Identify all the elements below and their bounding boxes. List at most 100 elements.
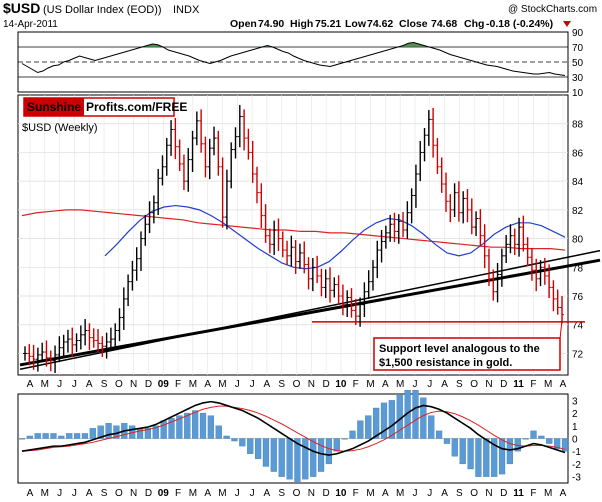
macd-histogram-bar	[34, 433, 41, 439]
macd-tick-label: -3	[572, 473, 581, 484]
macd-histogram-bar	[357, 420, 364, 439]
macd-histogram-bar	[294, 438, 301, 482]
macd-histogram-bar	[388, 400, 395, 439]
macd-histogram-bar	[18, 438, 26, 440]
annotation-line1: Support level analogous to the	[379, 343, 540, 355]
open-label: Open	[230, 18, 257, 30]
macd-tick-label: 1	[572, 422, 578, 433]
macd-histogram-bar	[412, 390, 419, 439]
price-ticks: 88 86 84 82 80 78 76 74 72	[572, 120, 584, 361]
macd-histogram-bar	[73, 433, 81, 439]
macd-histogram-bar	[404, 390, 411, 439]
price-tick-label: 88	[572, 120, 584, 131]
x-axis-label: S	[278, 379, 285, 390]
macd-histogram-bar	[207, 415, 214, 439]
down-arrow-icon	[563, 21, 571, 27]
price-tick-label: 86	[572, 148, 584, 159]
ma-long-red	[21, 209, 566, 251]
x-axis-label: 11	[513, 488, 524, 499]
macd-histogram-bar	[184, 412, 191, 439]
chart-symbol: $USD	[3, 0, 40, 16]
x-axis-label: A	[441, 379, 448, 390]
x-axis-label: O	[115, 379, 123, 390]
x-axis-label: D	[500, 488, 507, 499]
x-axis-label: J	[427, 379, 432, 390]
x-axis-label: N	[308, 379, 315, 390]
macd-histogram-bar	[341, 438, 348, 440]
x-axis-label: M	[218, 488, 226, 499]
trendline-thick	[19, 258, 601, 367]
x-axis-label: N	[130, 488, 137, 499]
macd-histogram-bar	[475, 438, 482, 477]
rsi-tick-label: 90	[572, 28, 584, 39]
x-axis-label: A	[382, 488, 389, 499]
macd-histogram-bar	[420, 397, 427, 439]
x-axis-label: N	[130, 379, 137, 390]
macd-histogram-bar	[254, 438, 262, 459]
x-axis-label: S	[101, 379, 108, 390]
macd-histogram-bar	[451, 438, 458, 457]
x-axis-label: A	[27, 379, 34, 390]
x-axis-label: A	[560, 488, 567, 499]
x-axis-label: F	[353, 488, 359, 499]
rsi-panel-ticks: 90 70 50 30 10	[572, 28, 584, 99]
x-axis-label: F	[175, 379, 181, 390]
x-axis-label: S	[456, 379, 463, 390]
price-ylabel: $USD (Weekly)	[22, 122, 98, 134]
price-tick-label: 80	[572, 235, 584, 246]
price-tick-label: 76	[572, 292, 584, 303]
x-axis-label: A	[264, 379, 271, 390]
x-axis-label: 11	[513, 379, 524, 390]
x-axis-label: M	[396, 379, 404, 390]
x-axis-label: J	[72, 488, 77, 499]
macd-histogram-bar	[443, 438, 451, 444]
x-axis-label: D	[145, 488, 152, 499]
macd-histogram-bar	[435, 430, 443, 439]
macd-histogram-bar	[483, 438, 490, 477]
high-label: High	[290, 18, 313, 30]
ma-short-blue	[104, 204, 566, 270]
macd-tick-label: -2	[572, 460, 581, 471]
x-axis-label: F	[353, 379, 359, 390]
annotation-arrow	[559, 319, 563, 340]
macd-histogram-bar	[42, 433, 49, 439]
x-axis-label: D	[145, 379, 152, 390]
price-panel-frame	[17, 94, 569, 376]
x-axis-label: J	[250, 379, 255, 390]
rsi-line	[21, 41, 566, 76]
macd-line	[21, 400, 566, 456]
macd-histogram	[18, 390, 569, 482]
rsi-overbought-area	[397, 42, 430, 47]
trendline-thin	[19, 249, 601, 370]
x-axis-label: M	[366, 379, 374, 390]
x-axis-label: A	[264, 488, 271, 499]
x-axis-label: A	[204, 379, 211, 390]
x-axis-label: 10	[335, 379, 347, 390]
macd-histogram-bar	[58, 435, 65, 439]
x-axis-label: M	[189, 488, 197, 499]
macd-signal-line	[21, 405, 566, 452]
price-tick-label: 72	[572, 349, 584, 360]
macd-histogram-bar	[176, 415, 183, 439]
x-axis-label: A	[86, 379, 93, 390]
rsi-tick-label: 70	[572, 43, 584, 54]
x-axis-label: J	[412, 488, 417, 499]
x-axis-label: 09	[158, 488, 170, 499]
macd-histogram-bar	[467, 438, 474, 470]
x-axis-label: S	[278, 488, 285, 499]
macd-histogram-bar	[317, 438, 325, 472]
x-axis-label: D	[322, 379, 329, 390]
x-axis-label: N	[485, 488, 492, 499]
close-value: 74.68	[431, 18, 457, 30]
price-x-axis-labels: A M J J A S O N D 09 F M A M J J A S O N D 10 F M A M J J A S O N D 11 F M A	[27, 379, 567, 390]
macd-histogram-bar	[380, 402, 388, 439]
macd-histogram-bar	[522, 438, 529, 440]
x-axis-label: J	[57, 379, 62, 390]
x-axis-label: J	[235, 488, 240, 499]
logo-sunshine-text: Sunshine	[27, 100, 81, 114]
x-axis-label: M	[41, 379, 49, 390]
macd-histogram-bar	[192, 410, 199, 439]
price-tick-label: 82	[572, 206, 584, 217]
macd-histogram-bar	[365, 415, 372, 439]
